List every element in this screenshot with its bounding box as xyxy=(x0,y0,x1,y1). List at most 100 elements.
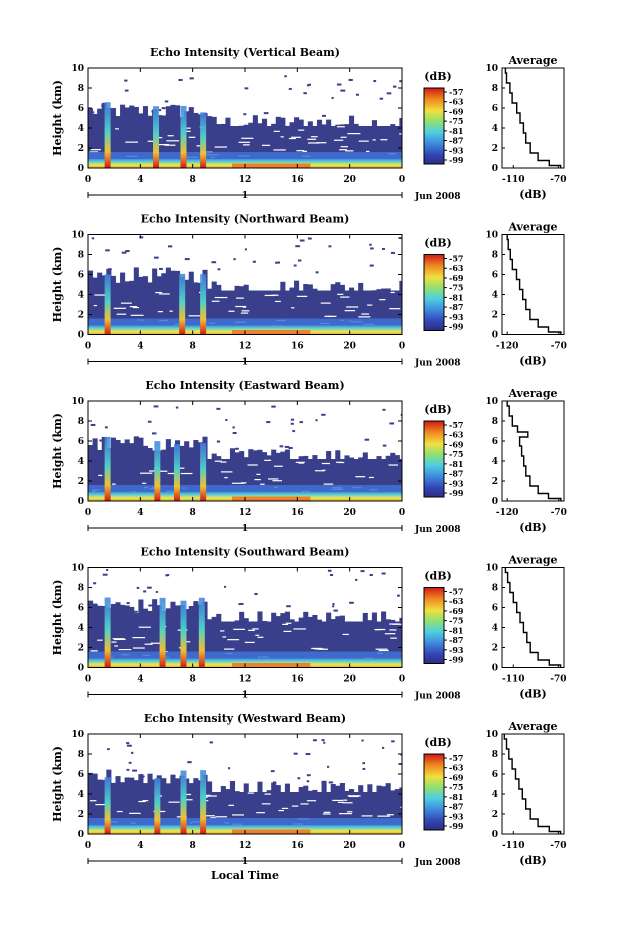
echo-cell xyxy=(152,599,158,622)
echo-point xyxy=(272,781,277,784)
echo-point xyxy=(361,739,364,742)
echo-cell xyxy=(147,773,153,792)
echo-cell xyxy=(97,605,103,622)
echo-gap xyxy=(264,793,271,795)
echo-point xyxy=(178,78,183,81)
avg-y-tick-label: 8 xyxy=(492,84,498,94)
echo-gap xyxy=(307,138,317,140)
echo-point xyxy=(295,245,300,248)
echo-cell xyxy=(390,124,396,126)
echo-gap xyxy=(240,312,249,314)
echo-cell xyxy=(275,116,281,126)
echo-gap xyxy=(368,476,374,479)
echo-gap xyxy=(182,799,193,801)
echo-point xyxy=(106,568,109,571)
y-axis-label: Height (km) xyxy=(51,580,64,656)
echo-gap xyxy=(114,638,126,641)
echo-cell xyxy=(252,450,258,459)
echo-cell xyxy=(399,280,402,291)
echo-gap xyxy=(252,628,259,630)
echo-cell xyxy=(280,613,286,622)
echo-point xyxy=(331,96,334,99)
x-tick-label: 8 xyxy=(190,675,196,685)
echo-cell xyxy=(97,108,103,126)
echo-point xyxy=(158,109,162,112)
avg-y-tick-label: 10 xyxy=(485,564,498,574)
echo-point xyxy=(336,83,342,86)
echo-point xyxy=(306,774,311,777)
avg-y-tick-label: 10 xyxy=(485,730,498,740)
echo-point xyxy=(209,741,213,744)
average-xlabel: (dB) xyxy=(519,854,546,867)
colorbar-tick-label: -57 xyxy=(449,587,463,597)
echo-cell xyxy=(275,785,281,792)
echo-cell xyxy=(243,783,249,792)
echo-gap xyxy=(264,294,276,297)
echo-point xyxy=(305,753,311,756)
echo-gap xyxy=(280,136,284,138)
echo-point xyxy=(399,80,402,83)
echo-point xyxy=(187,761,192,764)
echo-cell xyxy=(211,116,217,126)
echo-point xyxy=(284,75,287,78)
avg-x-tick-label: -70 xyxy=(550,841,566,851)
echo-gap xyxy=(98,474,103,477)
echo-point xyxy=(333,609,338,612)
echo-gap xyxy=(342,633,349,636)
echo-cell xyxy=(184,111,190,126)
echo-gap xyxy=(138,626,151,628)
echo-gap xyxy=(257,636,264,638)
echo-point xyxy=(332,605,335,608)
echo-point xyxy=(275,261,279,264)
x-tick-label: 0 xyxy=(85,841,91,851)
colorbar-tick-label: -69 xyxy=(449,606,464,616)
echo-point xyxy=(105,249,110,252)
echo-point xyxy=(266,421,271,424)
echo-gap xyxy=(130,314,144,316)
colorbar-tick-label: -69 xyxy=(449,772,464,782)
echo-gap xyxy=(220,461,227,463)
echo-gap xyxy=(132,637,146,639)
x-tick-label: 20 xyxy=(343,841,356,851)
echo-point xyxy=(349,601,354,604)
echo-point xyxy=(147,586,152,589)
echo-point xyxy=(232,426,235,429)
echo-cell xyxy=(381,288,387,291)
echo-gap xyxy=(271,294,279,296)
colorbar-title: (dB) xyxy=(424,403,451,416)
x-tick-label: 12 xyxy=(239,175,252,185)
colorbar-tick-label: -93 xyxy=(449,145,464,155)
x-tick-label: 20 xyxy=(343,175,356,185)
x-tick-label: 8 xyxy=(190,508,196,518)
echo-cell xyxy=(170,104,176,126)
echo-point xyxy=(369,573,373,576)
echo-gap xyxy=(345,150,354,152)
echo-point xyxy=(102,573,108,576)
panel-title: Echo Intensity (Vertical Beam) xyxy=(150,46,340,59)
y-tick-label: 4 xyxy=(78,624,84,634)
echo-cell xyxy=(142,608,149,622)
echo-point xyxy=(240,602,244,605)
y-tick-label: 10 xyxy=(71,231,84,241)
colorbar xyxy=(423,87,445,165)
echo-point xyxy=(151,110,155,113)
echo-cell xyxy=(133,106,139,126)
echo-point xyxy=(362,767,366,770)
echo-cell xyxy=(165,783,171,792)
echo-gap xyxy=(224,477,228,479)
avg-y-tick-label: 4 xyxy=(492,790,498,800)
echo-cell xyxy=(92,113,98,126)
spike-echo xyxy=(198,597,205,668)
echo-cell xyxy=(344,124,350,126)
echo-cell xyxy=(110,437,116,459)
echo-gap xyxy=(132,306,140,309)
echo-gap xyxy=(388,464,398,466)
echo-gap xyxy=(291,136,301,138)
echo-point xyxy=(225,419,228,422)
echo-gap xyxy=(283,630,292,633)
y-tick-label: 4 xyxy=(78,124,84,134)
echo-point xyxy=(323,741,326,744)
echo-cell xyxy=(133,613,139,622)
echo-cell xyxy=(349,457,355,459)
